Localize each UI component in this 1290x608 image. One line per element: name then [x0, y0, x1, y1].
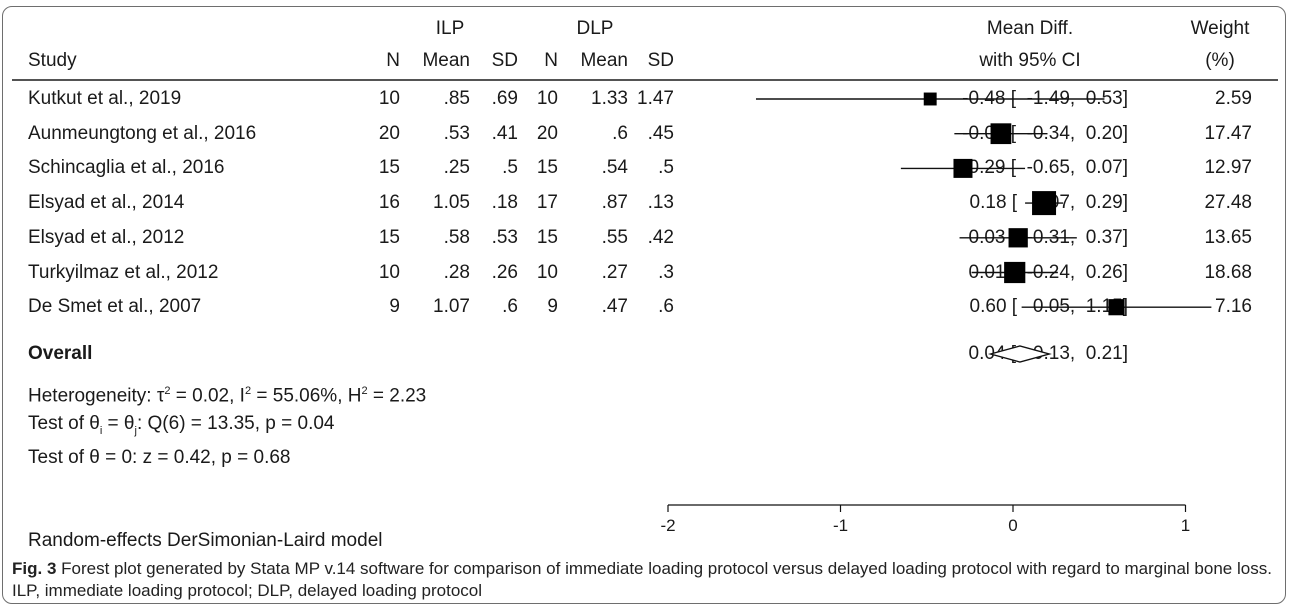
effect-square [1032, 191, 1057, 216]
ilp-n: 9 [389, 296, 400, 318]
study-name: Aunmeungtong et al., 2016 [28, 122, 257, 144]
x-tick-label: -1 [833, 516, 848, 535]
dlp-sd: .3 [658, 261, 674, 283]
effect-square [923, 92, 937, 106]
weight-text: 13.65 [1204, 226, 1252, 248]
overall-label: Overall [28, 343, 93, 364]
overall-diamond [987, 345, 1052, 363]
group-header-ilp: ILP [435, 18, 465, 39]
effect-square [953, 158, 973, 178]
dlp-mean: .47 [601, 296, 628, 318]
dlp-n: 9 [547, 296, 558, 318]
effect-square [990, 123, 1012, 145]
x-axis: -2 -1 0 1 [660, 504, 1190, 535]
ilp-n: 10 [378, 88, 400, 109]
dlp-mean: .27 [601, 261, 628, 283]
dlp-n: 10 [536, 88, 558, 109]
weight-text: 12.97 [1204, 157, 1252, 179]
col-header-mean2: Mean [580, 50, 628, 71]
model-note: Random-effects DerSimonian-Laird model [28, 530, 383, 551]
col-header-mean-diff: Mean Diff. [986, 18, 1074, 39]
col-header-study: Study [28, 50, 77, 71]
col-header-n2: N [544, 50, 558, 71]
effect-square [1108, 299, 1125, 316]
study-name: Elsyad et al., 2012 [28, 226, 185, 248]
col-header-weight: Weight [1190, 18, 1250, 39]
group-header-dlp: DLP [576, 18, 614, 39]
ilp-sd: .69 [491, 88, 518, 109]
study-name: Elsyad et al., 2014 [28, 192, 185, 214]
effect-square [1004, 261, 1026, 284]
col-header-n1: N [386, 50, 400, 71]
x-tick-label: 0 [1008, 516, 1017, 535]
ilp-n: 20 [378, 122, 400, 144]
weight-text: 17.47 [1204, 122, 1252, 144]
ilp-mean: .58 [443, 226, 470, 248]
ilp-mean: .25 [443, 157, 470, 179]
ilp-sd: .53 [491, 226, 518, 248]
x-tick-label: 1 [1181, 516, 1190, 535]
study-name: De Smet et al., 2007 [28, 296, 202, 318]
dlp-n: 20 [536, 122, 558, 144]
dlp-n: 15 [536, 226, 558, 248]
col-header-mean1: Mean [422, 50, 470, 71]
ilp-n: 15 [378, 226, 400, 248]
weight-text: 7.16 [1215, 296, 1252, 318]
x-tick-label: -2 [660, 516, 675, 535]
dlp-sd: .42 [647, 226, 674, 248]
dlp-sd: .5 [658, 157, 674, 179]
dlp-sd: 1.47 [637, 88, 674, 109]
study-name: Kutkut et al., 2019 [28, 88, 182, 109]
ilp-sd: .6 [502, 296, 518, 318]
dlp-mean: .6 [612, 122, 628, 144]
ci-text: 0.01 [ -0.24, 0.26] [968, 261, 1129, 283]
ilp-sd: .18 [491, 192, 518, 214]
ilp-mean: 1.05 [433, 192, 470, 214]
ilp-mean: .53 [443, 122, 470, 144]
effect-square [1008, 228, 1028, 248]
figure-caption: Fig. 3 Forest plot generated by Stata MP… [12, 558, 1278, 602]
ilp-mean: .85 [443, 88, 470, 109]
ilp-mean: 1.07 [433, 296, 470, 318]
caption-text: Forest plot generated by Stata MP v.14 s… [12, 559, 1272, 600]
overall-effect-test: Test of θ = 0: z = 0.42, p = 0.68 [28, 447, 291, 468]
ilp-sd: .26 [491, 261, 518, 283]
ilp-sd: .41 [491, 122, 518, 144]
homogeneity-test: Test of θi = θj: Q(6) = 13.35, p = 0.04 [28, 413, 335, 437]
dlp-n: 10 [536, 261, 558, 283]
heterogeneity-stat: Heterogeneity: τ2 = 0.02, I2 = 55.06%, H… [28, 385, 427, 407]
dlp-mean: .87 [601, 192, 628, 214]
caption-label: Fig. 3 [12, 559, 57, 578]
col-header-weight-unit: (%) [1205, 50, 1235, 71]
dlp-mean: .54 [601, 157, 628, 179]
dlp-n: 17 [536, 192, 558, 214]
dlp-n: 15 [536, 157, 558, 179]
study-name: Turkyilmaz et al., 2012 [28, 261, 219, 283]
dlp-mean: 1.33 [591, 88, 628, 109]
dlp-sd: .6 [658, 296, 674, 318]
dlp-mean: .55 [601, 226, 628, 248]
ilp-n: 10 [378, 261, 400, 283]
col-header-sd2: SD [647, 50, 674, 71]
dlp-sd: .45 [647, 122, 674, 144]
col-header-ci: with 95% CI [979, 50, 1081, 71]
study-name: Schincaglia et al., 2016 [28, 157, 225, 179]
ilp-n: 15 [378, 157, 400, 179]
ilp-n: 16 [378, 192, 400, 214]
ilp-mean: .28 [443, 261, 470, 283]
weight-text: 18.68 [1204, 261, 1252, 283]
ilp-sd: .5 [502, 157, 518, 179]
col-header-sd1: SD [491, 50, 518, 71]
weight-text: 27.48 [1204, 192, 1252, 214]
dlp-sd: .13 [647, 192, 674, 214]
weight-text: 2.59 [1215, 88, 1252, 109]
figure-frame [2, 6, 1286, 604]
